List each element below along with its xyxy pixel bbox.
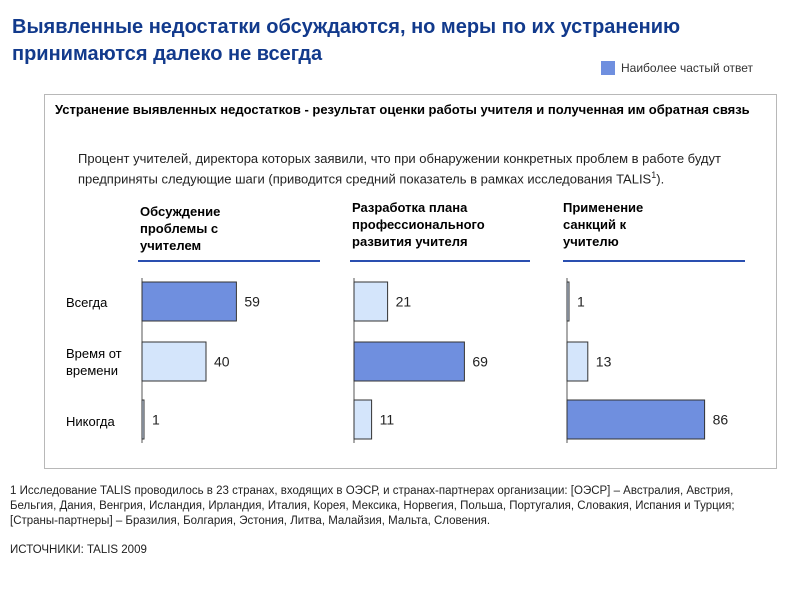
- col-header-line: учителем: [140, 238, 202, 253]
- sources: ИСТОЧНИКИ: TALIS 2009: [10, 544, 147, 556]
- bar-value-label: 86: [713, 412, 729, 428]
- panel-title: Устранение выявленных недостатков - резу…: [55, 102, 750, 117]
- col-header-line: проблемы с: [140, 221, 219, 236]
- bar: [566, 341, 589, 382]
- col-header-line: развития учителя: [352, 234, 468, 249]
- col-rule: [138, 260, 320, 262]
- row-label-line: Всегда: [66, 295, 108, 310]
- col-header-line: Применение: [563, 200, 644, 215]
- legend-label: Наиболее частый ответ: [621, 61, 754, 75]
- col-header-line: профессионального: [352, 217, 485, 232]
- col-header-discussion: Обсуждение проблемы с учителем: [140, 203, 220, 254]
- page-title: Выявленные недостатки обсуждаются, но ме…: [12, 16, 681, 65]
- footnote: 1 Исследование TALIS проводилось в 23 ст…: [10, 485, 735, 527]
- bar-value-label: 40: [214, 354, 230, 370]
- col-header-line: Разработка плана: [352, 200, 468, 215]
- col-header-line: санкций к: [563, 217, 627, 232]
- col-header-sanctions: Применение санкций к учителю: [563, 199, 643, 250]
- panel-subtitle-end: ).: [656, 171, 665, 187]
- bar-value-label: 11: [380, 412, 395, 428]
- chart-panel: [44, 94, 777, 469]
- bar-value-label: 59: [244, 294, 260, 310]
- panel-subtitle-text: Процент учителей, директора которых заяв…: [78, 151, 721, 187]
- col-rule: [563, 260, 745, 262]
- bar: [353, 281, 389, 322]
- row-label-never: Никогда: [66, 413, 115, 430]
- col-rule: [350, 260, 530, 262]
- bar: [141, 399, 145, 440]
- col-header-line: Обсуждение: [140, 204, 221, 219]
- bar-value-label: 1: [152, 412, 160, 428]
- bar-value-label: 69: [472, 354, 488, 370]
- panel-subtitle: Процент учителей, директора которых заяв…: [78, 150, 778, 187]
- legend-swatch: [601, 61, 615, 75]
- panel-subtitle-footnote-mark: 1: [651, 170, 657, 180]
- row-label-line: Никогда: [66, 414, 115, 429]
- bar: [353, 399, 373, 440]
- row-label-always: Всегда: [66, 294, 107, 311]
- row-label-line: Время от: [66, 346, 122, 361]
- legend: Наиболее частый ответ: [601, 61, 753, 75]
- bar: [141, 341, 207, 382]
- bar-value-label: 21: [396, 294, 412, 310]
- col-header-line: учителю: [563, 234, 619, 249]
- bar: [566, 281, 570, 322]
- bar-value-label: 1: [577, 294, 585, 310]
- row-label-line: времени: [66, 363, 118, 378]
- bar-value-label: 13: [596, 354, 612, 370]
- bar: [353, 341, 465, 382]
- col-header-development-plan: Разработка плана профессионального разви…: [352, 199, 485, 250]
- bar: [566, 399, 706, 440]
- bar: [141, 281, 237, 322]
- row-label-sometimes: Время от времени: [66, 345, 122, 379]
